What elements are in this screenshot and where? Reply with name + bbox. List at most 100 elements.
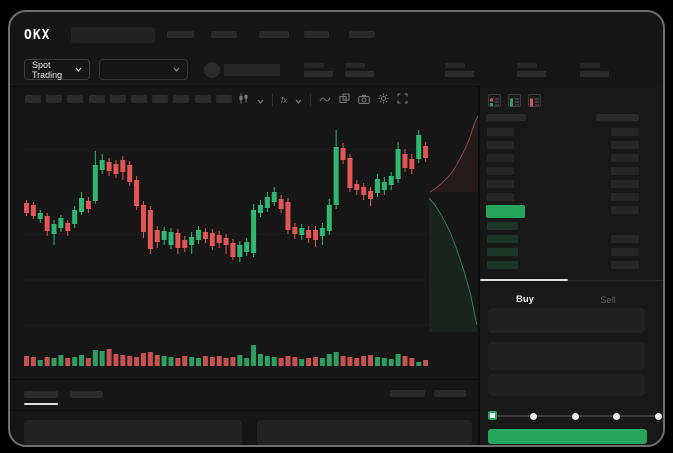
stat-label-placeholder <box>580 63 600 68</box>
nav-item-placeholder[interactable] <box>304 31 329 38</box>
order-input-placeholder[interactable] <box>488 374 645 396</box>
candle <box>51 224 57 234</box>
order-input-placeholder[interactable] <box>488 342 645 370</box>
ask-size-placeholder[interactable] <box>611 141 639 149</box>
volume-bar <box>333 352 339 366</box>
book-both-icon[interactable] <box>488 94 501 107</box>
nav-item-placeholder[interactable] <box>167 31 194 38</box>
nav-item-placeholder[interactable] <box>349 31 375 38</box>
interval-button-placeholder[interactable] <box>109 95 126 103</box>
volume-bar <box>278 358 284 366</box>
search-input[interactable] <box>71 27 155 43</box>
chart-toolbar: fx <box>238 91 408 109</box>
volume-bar <box>37 360 43 366</box>
order-input-placeholder[interactable] <box>488 308 645 333</box>
slider-stop-dot[interactable] <box>571 413 579 420</box>
volume-bar <box>388 359 394 366</box>
candle <box>374 179 380 193</box>
bid-size-placeholder[interactable] <box>611 235 639 243</box>
volume-bar <box>402 356 408 366</box>
volume-bar <box>292 357 298 366</box>
tab-buy[interactable]: Buy <box>516 294 534 305</box>
pair-name-placeholder <box>224 64 280 76</box>
candle <box>113 164 119 174</box>
ask-price-placeholder[interactable] <box>487 128 514 136</box>
bid-price-placeholder[interactable] <box>487 248 518 256</box>
market-type-selector[interactable]: Spot Trading <box>24 59 90 80</box>
interval-button-placeholder[interactable] <box>131 95 147 103</box>
candle <box>237 245 243 257</box>
camera-icon[interactable] <box>358 91 370 109</box>
interval-button-placeholder[interactable] <box>194 95 211 103</box>
ask-price-placeholder[interactable] <box>487 141 514 149</box>
volume-bar <box>175 358 181 366</box>
market-type-label: Spot Trading <box>32 59 63 80</box>
candle <box>99 160 105 170</box>
volume-bar <box>85 358 91 366</box>
chevron-down-icon[interactable] <box>295 91 302 109</box>
bid-size-placeholder[interactable] <box>611 248 639 256</box>
ask-price-placeholder[interactable] <box>487 154 514 162</box>
fullscreen-icon[interactable] <box>397 91 408 109</box>
bottom-action-placeholder[interactable] <box>434 390 466 397</box>
interval-button-placeholder[interactable] <box>67 95 84 103</box>
candle <box>65 223 71 231</box>
nav-item-placeholder[interactable] <box>259 31 289 38</box>
bid-price-placeholder[interactable] <box>487 235 518 243</box>
interval-button-placeholder[interactable] <box>88 95 105 103</box>
slider-stop-dot[interactable] <box>613 413 620 420</box>
bottom-tab-placeholder[interactable] <box>24 391 58 398</box>
bid-price-placeholder[interactable] <box>487 222 518 230</box>
candles-icon[interactable] <box>238 91 249 109</box>
volume-bar <box>106 349 112 366</box>
ask-price-placeholder[interactable] <box>487 167 514 175</box>
ask-size-placeholder[interactable] <box>611 128 639 136</box>
ask-price-placeholder[interactable] <box>487 193 514 201</box>
interval-button-placeholder[interactable] <box>215 95 232 103</box>
nav-item-placeholder[interactable] <box>211 31 237 38</box>
bottom-action-placeholder[interactable] <box>390 390 425 397</box>
amount-slider-handle[interactable] <box>488 411 497 420</box>
bid-price-placeholder[interactable] <box>487 261 518 269</box>
wave-icon[interactable] <box>319 91 331 109</box>
chevron-down-icon[interactable] <box>257 91 264 109</box>
candlestick-chart[interactable] <box>22 110 428 370</box>
candle <box>24 203 29 213</box>
okx-logo: OKX <box>24 28 51 43</box>
ask-size-placeholder[interactable] <box>611 193 639 201</box>
chevron-down-icon <box>173 67 180 72</box>
ask-price-placeholder[interactable] <box>487 180 514 188</box>
candle <box>306 230 312 238</box>
interval-button-placeholder[interactable] <box>46 95 63 103</box>
orders-panel-placeholder <box>24 420 242 445</box>
compare-icon[interactable] <box>339 91 350 109</box>
indicator-fx-icon[interactable]: fx <box>281 95 288 105</box>
interval-button-placeholder[interactable] <box>173 95 190 103</box>
volume-bar <box>347 357 353 366</box>
interval-button-placeholder[interactable] <box>152 95 169 103</box>
tabbar-divider <box>480 280 663 281</box>
slider-stop-dot[interactable] <box>530 413 537 420</box>
bid-size-placeholder[interactable] <box>611 261 639 269</box>
interval-button-placeholder[interactable] <box>25 95 41 103</box>
ask-size-placeholder[interactable] <box>611 180 639 188</box>
buy-button[interactable] <box>488 429 647 444</box>
toolbar-divider <box>272 94 273 106</box>
pair-selector[interactable] <box>99 59 188 80</box>
volume-bar <box>271 357 277 366</box>
candle <box>264 197 270 208</box>
book-asks-icon[interactable] <box>528 94 541 107</box>
candle <box>388 176 394 185</box>
ask-size-placeholder[interactable] <box>611 206 639 214</box>
book-bids-icon[interactable] <box>508 94 521 107</box>
ask-size-placeholder[interactable] <box>611 154 639 162</box>
volume-bar <box>216 356 222 366</box>
candle <box>189 237 195 245</box>
candle <box>251 210 257 253</box>
settings-icon[interactable] <box>378 91 389 109</box>
bottom-tab-placeholder[interactable] <box>70 391 103 398</box>
tab-sell[interactable]: Sell <box>600 295 616 306</box>
slider-stop-dot[interactable] <box>654 413 662 420</box>
orderbook-header-placeholder <box>596 114 639 121</box>
ask-size-placeholder[interactable] <box>611 167 639 175</box>
